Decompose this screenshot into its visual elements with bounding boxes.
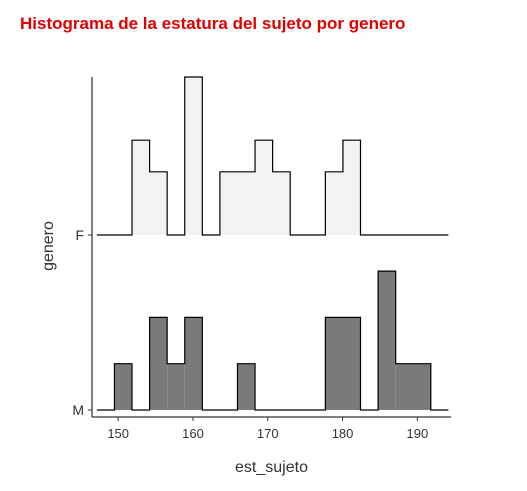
outline-f	[96, 76, 449, 236]
y-tick-label: M	[72, 402, 84, 418]
bar-f-10	[325, 171, 343, 235]
x-tick-label: 150	[107, 426, 129, 441]
bar-f-2	[149, 171, 168, 235]
x-tick-label: 190	[406, 426, 428, 441]
bar-f-8	[272, 171, 291, 235]
y-axis-ticks: FM	[72, 227, 92, 418]
bar-m-1	[114, 363, 133, 410]
series-m	[96, 270, 449, 411]
bar-m-12	[395, 363, 431, 410]
y-axis-label: genero	[40, 221, 57, 271]
bar-m-4	[167, 363, 185, 410]
series-f	[96, 76, 449, 236]
x-tick-label: 160	[182, 426, 204, 441]
bar-m-7	[237, 363, 256, 410]
x-axis-ticks: 150 160 170 180 190	[107, 417, 428, 441]
bar-m-5	[184, 317, 203, 410]
x-axis-label: est_sujeto	[235, 459, 308, 476]
bar-f-6	[219, 171, 256, 235]
bar-m-9	[325, 317, 361, 410]
chart-title: Histograma de la estatura del sujeto por…	[20, 14, 406, 33]
x-tick-label: 170	[257, 426, 279, 441]
outline-m	[96, 270, 449, 411]
bar-f-11	[342, 140, 361, 235]
bar-f-1	[132, 140, 150, 235]
bar-m-11	[378, 271, 396, 410]
bar-m-3	[149, 317, 168, 410]
series-layer	[96, 76, 449, 411]
bar-f-7	[255, 140, 273, 235]
x-tick-label: 180	[332, 426, 354, 441]
bar-f-4	[184, 77, 203, 235]
y-tick-label: F	[75, 227, 84, 243]
